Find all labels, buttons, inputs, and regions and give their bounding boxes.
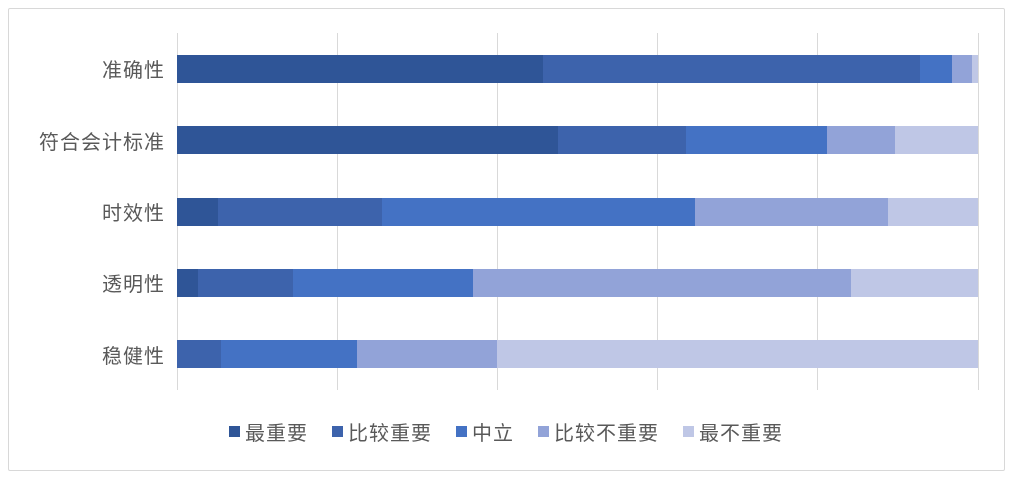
bar-segment-比较不重要	[827, 126, 896, 155]
bar-row-时效性	[177, 176, 978, 247]
bar-segment-最重要	[177, 268, 198, 297]
bar-track	[177, 268, 978, 297]
category-label-符合会计标准: 符合会计标准	[39, 131, 165, 154]
bar-segment-最重要	[177, 197, 218, 226]
legend-label: 比较不重要	[554, 423, 659, 445]
category-label-时效性: 时效性	[102, 203, 165, 226]
chart-frame-border	[8, 8, 1005, 471]
bar-segment-比较不重要	[695, 197, 889, 226]
legend-swatch-icon	[538, 426, 549, 437]
bar-segment-中立	[382, 197, 696, 226]
category-label-准确性: 准确性	[102, 60, 165, 83]
bar-segment-比较重要	[177, 340, 222, 369]
legend-swatch-icon	[229, 426, 240, 437]
bar-segment-最不重要	[895, 126, 978, 155]
legend-item-最重要: 最重要	[229, 417, 308, 446]
legend-item-最不重要: 最不重要	[683, 417, 783, 446]
bar-row-透明性	[177, 247, 978, 318]
legend-swatch-icon	[456, 426, 467, 437]
category-axis-labels: 准确性符合会计标准时效性透明性稳健性	[0, 33, 165, 390]
bar-segment-比较不重要	[473, 268, 851, 297]
bar-segment-最不重要	[497, 340, 978, 369]
bar-row-准确性	[177, 33, 978, 104]
legend-swatch-icon	[683, 426, 694, 437]
bar-track	[177, 54, 978, 83]
bar-segment-比较不重要	[357, 340, 498, 369]
bar-track	[177, 197, 978, 226]
legend: 最重要 比较重要 中立 比较不重要 最不重要	[0, 417, 1012, 446]
bar-segment-比较重要	[558, 126, 687, 155]
bar-segment-最不重要	[888, 197, 978, 226]
bar-row-符合会计标准	[177, 104, 978, 175]
category-label-稳健性: 稳健性	[102, 345, 165, 368]
bar-segment-最不重要	[850, 268, 978, 297]
legend-label: 最不重要	[699, 423, 783, 445]
legend-label: 最重要	[245, 423, 308, 445]
bar-segment-比较重要	[543, 54, 920, 83]
legend-item-比较重要: 比较重要	[332, 417, 432, 446]
bar-rows	[177, 33, 978, 390]
bar-segment-比较重要	[197, 268, 294, 297]
bar-segment-中立	[293, 268, 474, 297]
legend-label: 比较重要	[348, 423, 432, 445]
bar-segment-中立	[686, 126, 828, 155]
bar-track	[177, 126, 978, 155]
bar-segment-最重要	[177, 126, 559, 155]
category-label-透明性: 透明性	[102, 274, 165, 297]
bar-segment-中立	[919, 54, 952, 83]
legend-swatch-icon	[332, 426, 343, 437]
plot-area	[176, 33, 979, 390]
gridline-100	[977, 33, 979, 390]
bar-segment-最重要	[177, 54, 544, 83]
legend-item-中立: 中立	[456, 417, 514, 446]
bar-row-稳健性	[177, 319, 978, 390]
bar-segment-比较重要	[217, 197, 383, 226]
legend-item-比较不重要: 比较不重要	[538, 417, 659, 446]
bar-track	[177, 340, 978, 369]
legend-label: 中立	[472, 423, 514, 445]
bar-segment-最不重要	[972, 54, 978, 83]
bar-segment-中立	[221, 340, 358, 369]
bar-segment-比较不重要	[951, 54, 973, 83]
